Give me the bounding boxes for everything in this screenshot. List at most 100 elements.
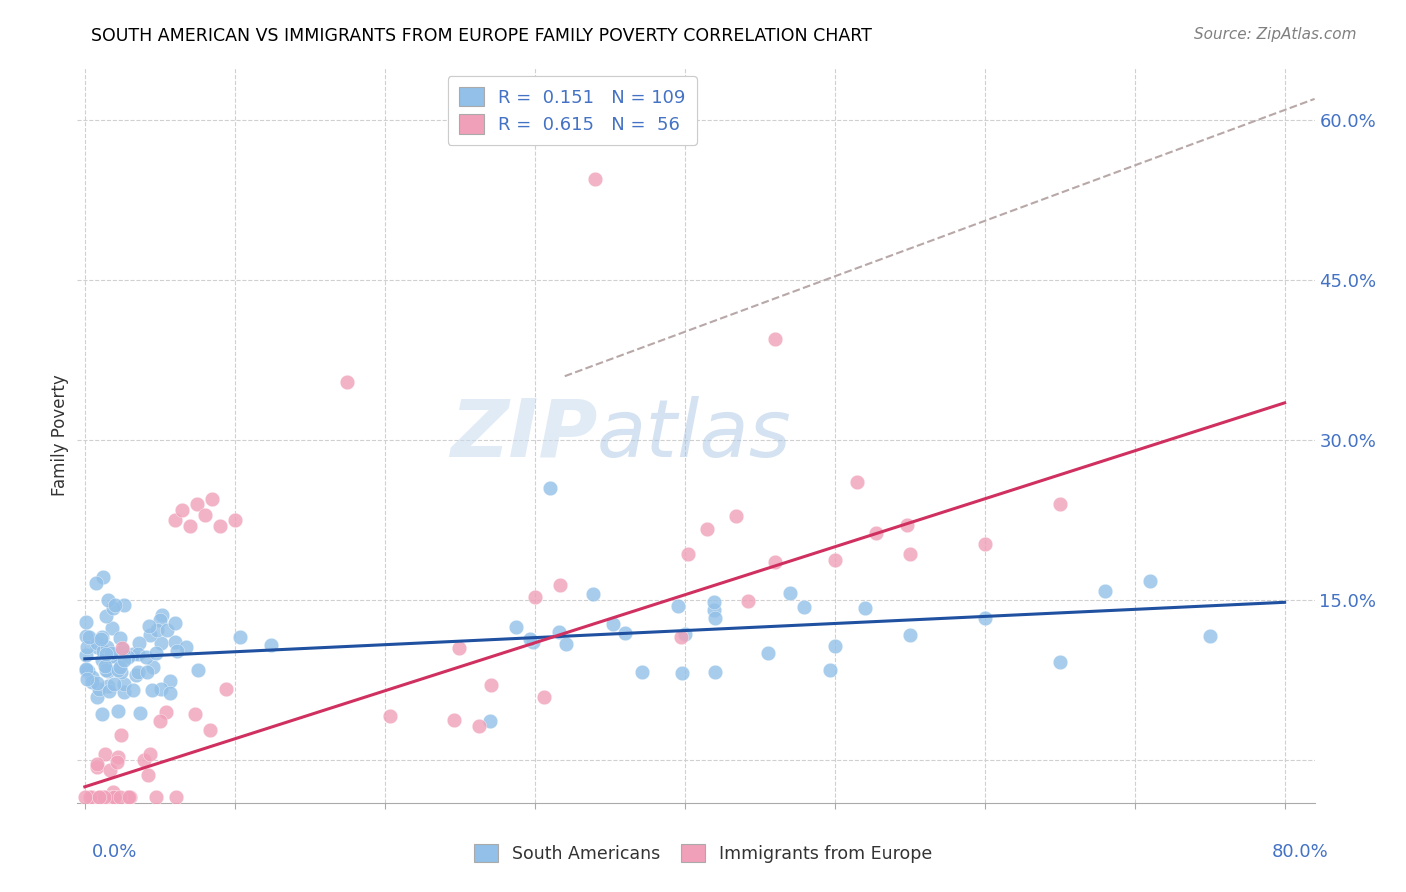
Point: [110, 728, 132, 742]
Point: [86, 676, 108, 690]
Point: [75, 629, 97, 643]
Point: [127, 647, 149, 661]
Point: [76, 664, 98, 678]
Point: [89, 681, 111, 696]
Point: [898, 547, 921, 561]
Point: [669, 630, 692, 644]
Point: [187, 664, 209, 678]
Point: [76, 672, 98, 686]
Point: [75, 615, 97, 630]
Point: [135, 649, 157, 664]
Point: [86, 575, 108, 590]
Point: [91, 706, 114, 721]
Point: [73, 790, 96, 805]
Y-axis label: Family Poverty: Family Poverty: [51, 374, 69, 496]
Text: 0.0%: 0.0%: [91, 843, 136, 861]
Point: [103, 677, 125, 691]
Point: [229, 630, 252, 644]
Point: [104, 598, 127, 612]
Point: [111, 640, 134, 655]
Point: [117, 650, 139, 665]
Point: [200, 723, 222, 737]
Point: [134, 753, 156, 767]
Point: [80, 674, 103, 689]
Point: [725, 508, 748, 523]
Point: [120, 790, 142, 805]
Point: [1198, 629, 1220, 643]
Point: [96, 640, 118, 654]
Text: ZIP: ZIP: [450, 396, 598, 474]
Legend: R =  0.151   N = 109, R =  0.615   N =  56: R = 0.151 N = 109, R = 0.615 N = 56: [449, 76, 696, 145]
Point: [631, 665, 654, 679]
Point: [159, 686, 181, 700]
Point: [101, 601, 124, 615]
Point: [128, 706, 150, 720]
Point: [128, 636, 150, 650]
Point: [973, 537, 995, 551]
Point: [103, 785, 125, 799]
Point: [89, 790, 111, 805]
Point: [110, 665, 132, 679]
Point: [973, 611, 995, 625]
Point: [614, 626, 637, 640]
Point: [86, 690, 108, 704]
Point: [703, 665, 725, 679]
Point: [97, 679, 120, 693]
Point: [145, 790, 167, 805]
Point: [127, 665, 149, 679]
Point: [98, 764, 121, 778]
Point: [443, 713, 465, 727]
Point: [583, 172, 606, 186]
Point: [155, 705, 177, 719]
Point: [1049, 497, 1071, 511]
Point: [260, 638, 283, 652]
Point: [112, 653, 135, 667]
Point: [166, 643, 188, 657]
Point: [163, 513, 186, 527]
Point: [105, 755, 128, 769]
Point: [138, 628, 160, 642]
Point: [111, 643, 134, 657]
Point: [555, 637, 578, 651]
Point: [194, 508, 217, 522]
Point: [94, 663, 117, 677]
Point: [602, 617, 624, 632]
Point: [80, 670, 103, 684]
Point: [846, 475, 869, 490]
Point: [117, 790, 139, 805]
Point: [103, 790, 125, 805]
Point: [703, 603, 725, 617]
Point: [676, 547, 699, 561]
Point: [538, 481, 561, 495]
Point: [533, 690, 555, 705]
Point: [86, 760, 108, 774]
Point: [110, 651, 132, 665]
Point: [186, 497, 208, 511]
Point: [704, 611, 727, 625]
Point: [853, 600, 876, 615]
Point: [763, 332, 786, 346]
Point: [121, 647, 143, 661]
Point: [118, 790, 141, 805]
Point: [793, 599, 815, 614]
Point: [90, 790, 112, 805]
Point: [139, 747, 162, 761]
Point: [108, 632, 131, 646]
Text: SOUTH AMERICAN VS IMMIGRANTS FROM EUROPE FAMILY POVERTY CORRELATION CHART: SOUTH AMERICAN VS IMMIGRANTS FROM EUROPE…: [91, 27, 872, 45]
Point: [582, 587, 605, 601]
Point: [86, 635, 108, 649]
Point: [519, 632, 541, 647]
Point: [136, 665, 159, 680]
Text: Source: ZipAtlas.com: Source: ZipAtlas.com: [1194, 27, 1357, 42]
Point: [468, 719, 491, 733]
Point: [138, 767, 160, 781]
Point: [91, 630, 114, 644]
Text: atlas: atlas: [598, 396, 792, 474]
Point: [93, 790, 115, 805]
Point: [94, 790, 117, 805]
Point: [98, 684, 121, 698]
Point: [112, 677, 135, 691]
Point: [79, 630, 101, 644]
Point: [150, 681, 173, 696]
Text: 80.0%: 80.0%: [1272, 843, 1329, 861]
